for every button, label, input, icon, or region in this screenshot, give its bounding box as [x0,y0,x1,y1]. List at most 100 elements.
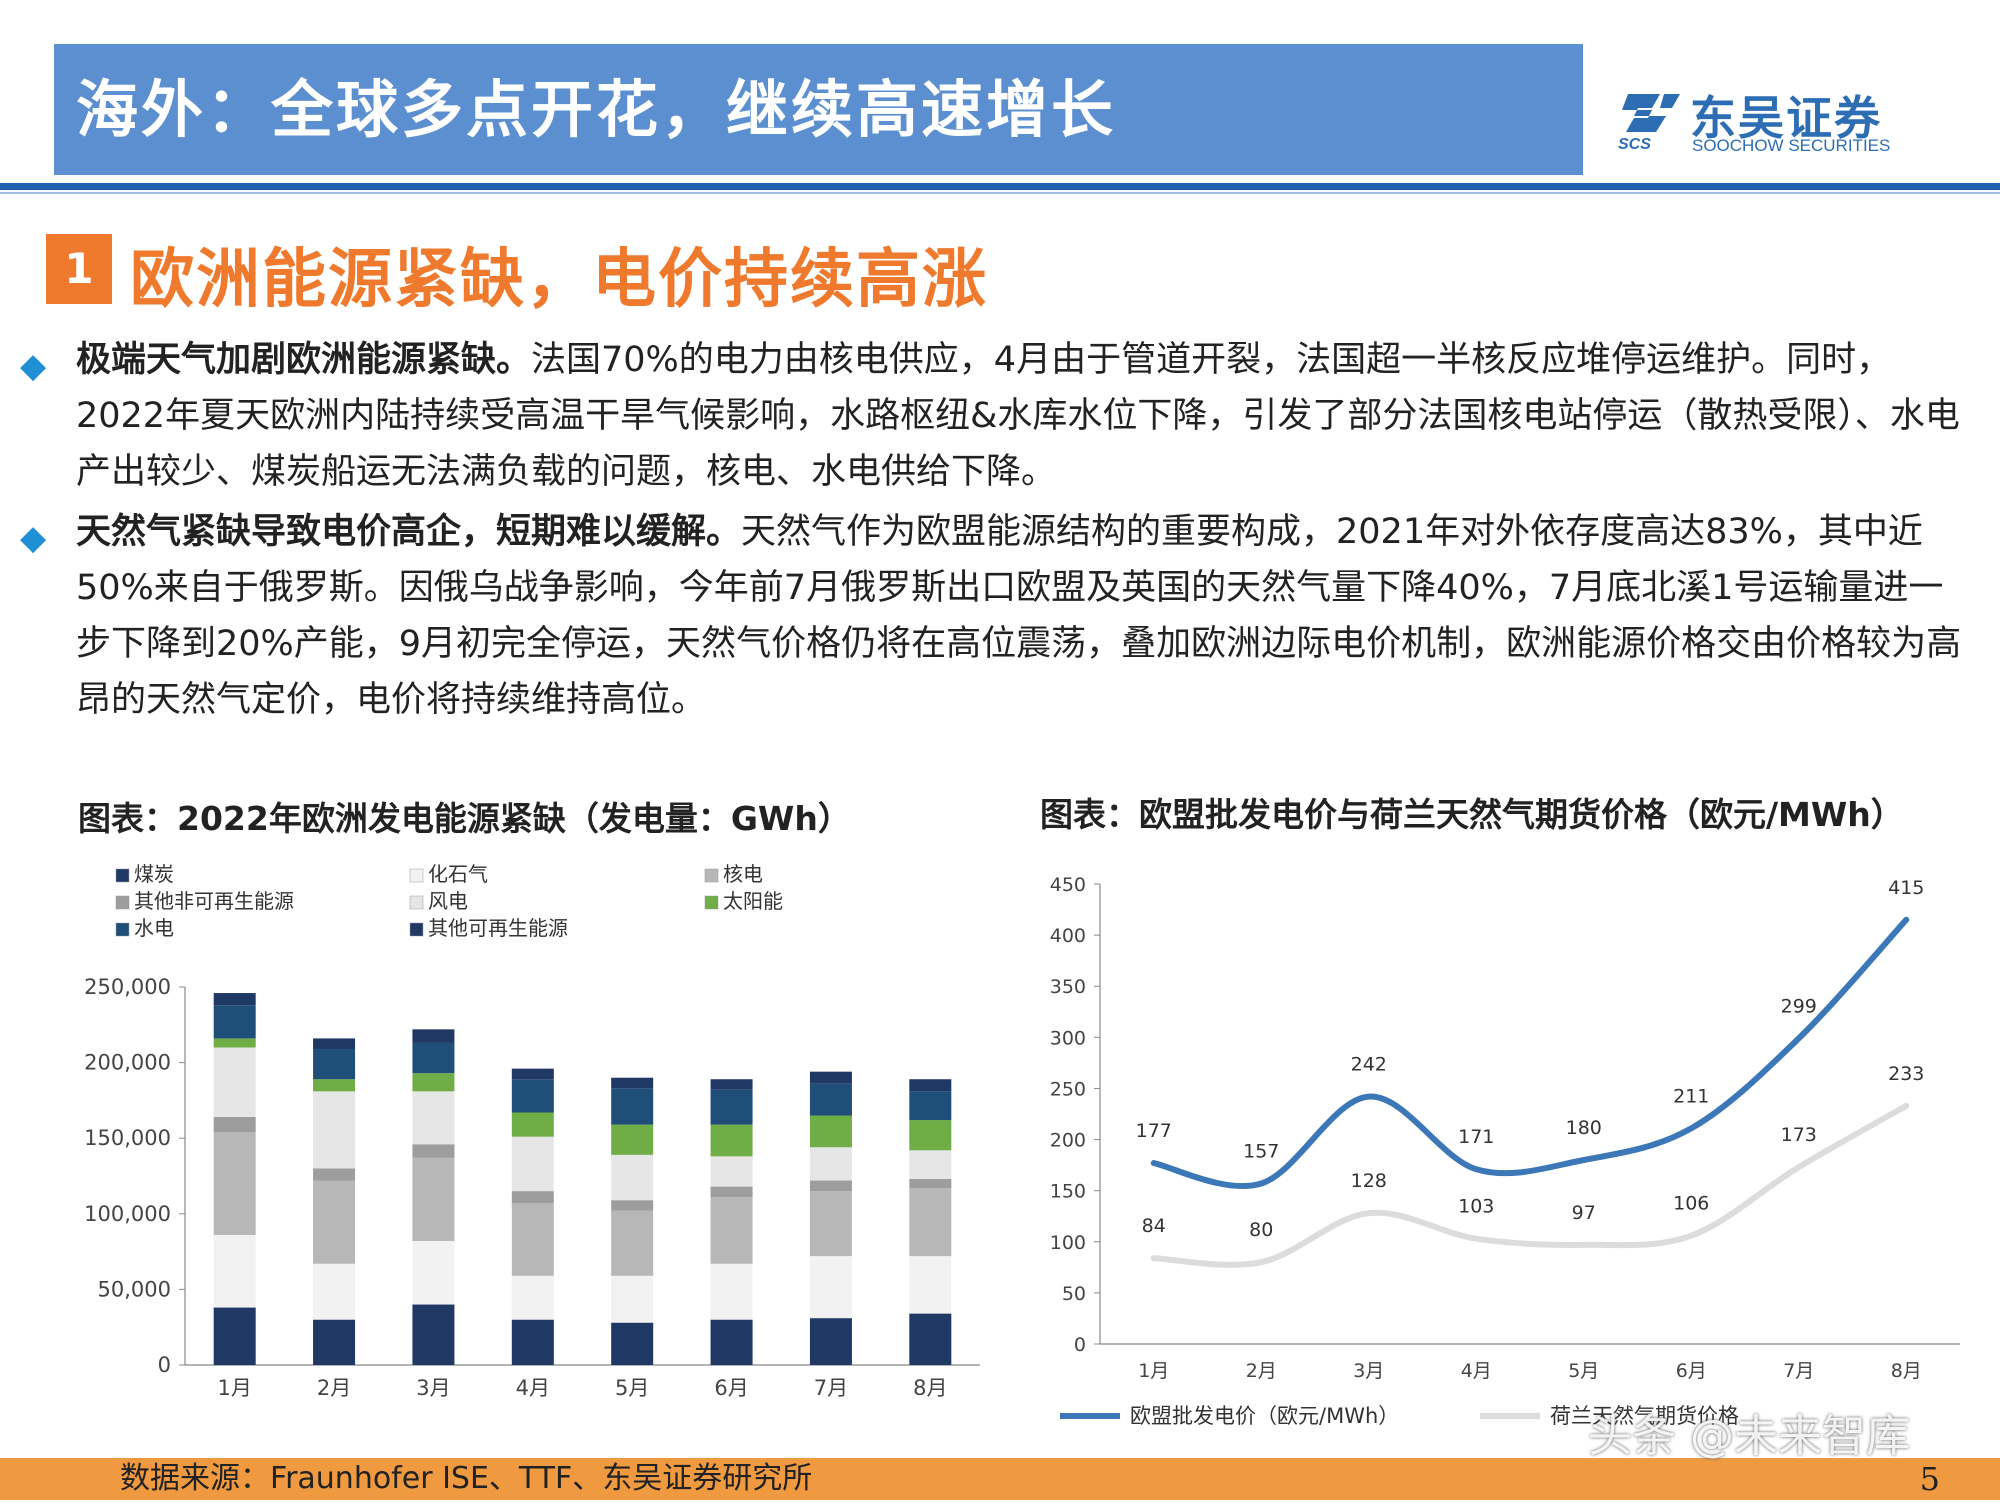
bar-segment [412,1042,455,1074]
y-tick-label: 250,000 [84,975,171,999]
y-tick-label: 0 [1074,1334,1086,1356]
x-tick-label: 1月 [218,1376,252,1400]
bar-segment [511,1203,554,1276]
series-line [1150,1102,1910,1268]
data-label: 80 [1249,1219,1273,1241]
y-tick-label: 100,000 [84,1202,171,1226]
bullet-item: ◆ 极端天气加剧欧洲能源紧缺。法国70%的电力由核电供应，4月由于管道开裂，法国超… [18,332,1978,500]
x-tick-label: 6月 [714,1376,748,1400]
legend-label: 其他可再生能源 [428,916,568,940]
y-tick-label: 50,000 [98,1277,171,1301]
bar-segment [511,1136,554,1192]
bullet-heading: 极端天气加剧欧洲能源紧缺。 [76,340,532,380]
y-tick-label: 0 [158,1353,171,1377]
x-tick-label: 7月 [814,1376,848,1400]
watermark: 头条 @未来智库 [1588,1411,1910,1462]
bar-segment [909,1188,952,1257]
bar-segment [313,1048,356,1080]
legend-label: 太阳能 [723,889,783,913]
bar-segment [213,1132,256,1235]
legend-swatch [115,895,130,910]
line-chart-title: 图表：欧盟批发电价与荷兰天然气期货价格（欧元/MWh） [1040,795,1904,834]
legend-label: 风电 [428,889,468,913]
data-label: 211 [1673,1085,1709,1107]
legend-swatch [704,895,719,910]
bullet-list: ◆ 极端天气加剧欧洲能源紧缺。法国70%的电力由核电供应，4月由于管道开裂，法国超… [18,332,1978,732]
bar-segment [809,1180,852,1192]
bar-segment [710,1089,753,1125]
logo-chinese-name: 东吴证券 [1690,91,1882,145]
x-tick-label: 3月 [1353,1360,1384,1382]
bar-segment [213,1047,256,1118]
x-tick-label: 8月 [913,1376,947,1400]
legend-label: 水电 [134,916,174,940]
bar-chart-title: 图表：2022年欧洲发电能源紧缺（发电量：GWh） [78,799,851,838]
y-tick-label: 300 [1050,1027,1086,1049]
bar-segment [313,1180,356,1264]
bar-segment [710,1124,753,1157]
bar-segment [809,1191,852,1257]
bar-segment [611,1275,654,1323]
legend-label: 荷兰天然气期货价格 [1550,1404,1739,1428]
legend-swatch [704,868,719,883]
bar-segment [511,1319,554,1365]
bar-segment [412,1144,455,1158]
x-tick-label: 3月 [416,1376,450,1400]
data-label: 103 [1458,1196,1494,1218]
data-label: 173 [1781,1124,1817,1146]
y-tick-label: 100 [1050,1232,1086,1254]
data-label: 106 [1673,1193,1709,1215]
bar-segment [213,993,256,1006]
y-tick-label: 150 [1050,1181,1086,1203]
legend-swatch [115,922,130,937]
x-tick-label: 8月 [1891,1360,1922,1382]
legend-label: 欧盟批发电价（欧元/MWh） [1130,1404,1399,1428]
bar-segment [611,1088,654,1125]
bar-segment [909,1179,952,1189]
bar-segment [611,1210,654,1276]
bar-segment [809,1147,852,1181]
data-label: 128 [1351,1170,1387,1192]
data-label: 233 [1888,1063,1924,1085]
bar-segment [412,1241,455,1305]
bar-segment [213,1117,256,1133]
x-tick-label: 4月 [1461,1360,1492,1382]
data-label: 157 [1243,1141,1279,1163]
bar-segment [313,1263,356,1320]
data-label: 97 [1572,1202,1596,1224]
bar-segment [313,1091,356,1169]
y-tick-label: 200 [1050,1130,1086,1152]
logo-mark-icon [1622,94,1680,132]
bar-segment [412,1091,455,1145]
x-tick-label: 5月 [615,1376,649,1400]
bar-segment [611,1124,654,1155]
x-tick-label: 2月 [1246,1360,1277,1382]
legend-swatch [409,895,424,910]
bar-segment [511,1079,554,1113]
bar-segment [710,1079,753,1090]
bar-segment [809,1071,852,1084]
x-tick-label: 2月 [317,1376,351,1400]
bar-segment [412,1157,455,1242]
bar-segment [909,1120,952,1151]
series-line [1150,916,1910,1190]
bar-segment [213,1005,256,1039]
bar-segment [213,1234,256,1308]
diamond-bullet-icon: ◆ [20,346,47,386]
page-title: 海外：全球多点开花，继续高速增长 [76,73,1117,146]
legend-swatch [115,868,130,883]
bar-segment [710,1319,753,1365]
bar-segment [710,1263,753,1320]
data-label: 242 [1351,1054,1387,1076]
logo-abbreviation: SCS [1618,136,1651,153]
y-tick-label: 350 [1050,976,1086,998]
bar-segment [710,1156,753,1187]
bar-segment [909,1150,952,1180]
y-tick-label: 200,000 [84,1051,171,1075]
bar-segment [412,1073,455,1092]
header-divider-light [0,192,2000,194]
section-number: 1 [46,234,112,304]
bar-segment [511,1068,554,1080]
bar-segment [710,1197,753,1264]
